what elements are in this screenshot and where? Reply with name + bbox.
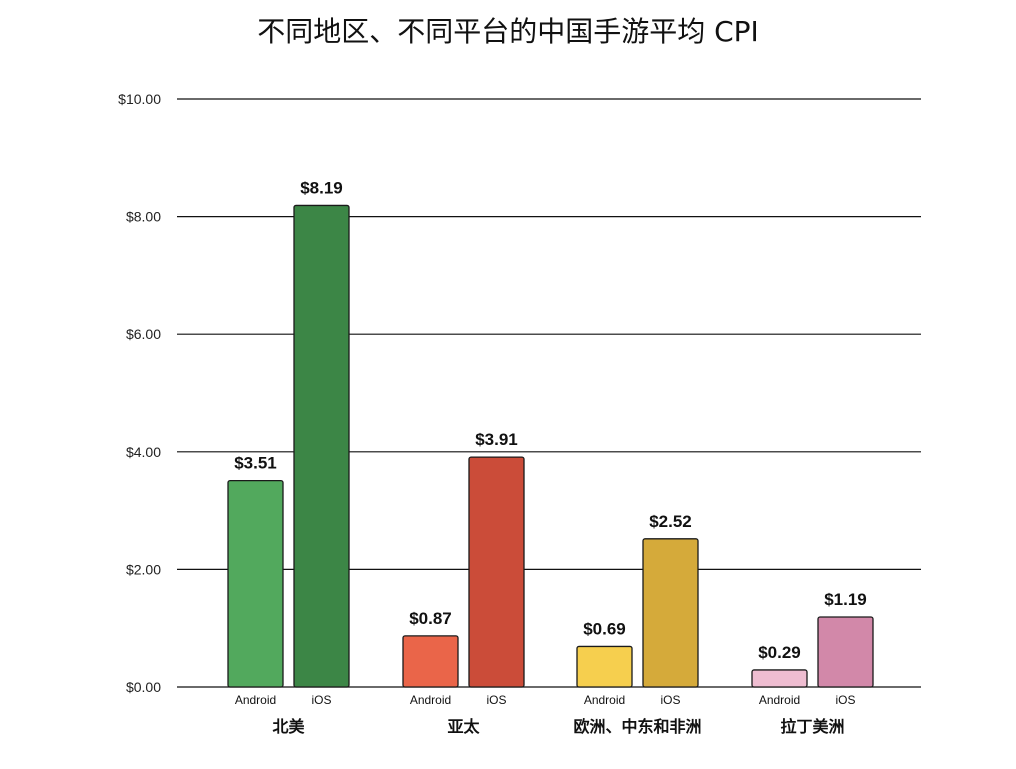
label-layer: $3.51 Android $8.19 iOS 北美 $0.87 Android $3.91 i… [234, 178, 867, 736]
region-label: 欧洲、中东和非洲 [573, 717, 701, 736]
bar [402, 635, 459, 688]
platform-label: Android [235, 693, 276, 707]
bar-value-label: $0.69 [583, 619, 626, 638]
bar-value-label: $1.19 [824, 590, 867, 609]
platform-label: iOS [835, 693, 855, 707]
y-tick-label: $6.00 [126, 326, 161, 342]
bar-value-label: $8.19 [300, 178, 343, 197]
y-tick-label: $4.00 [126, 444, 161, 460]
bar [642, 538, 699, 688]
chart-title: 不同地区、不同平台的中国手游平均 CPI [257, 15, 759, 48]
region-label: 拉丁美洲 [780, 717, 844, 736]
platform-label: iOS [311, 693, 331, 707]
bar-value-label: $0.87 [409, 609, 452, 628]
bar-value-label: $3.51 [234, 454, 277, 473]
platform-label: iOS [660, 693, 680, 707]
bar-value-label: $3.91 [475, 430, 518, 449]
bar [227, 479, 284, 688]
bar-layer [227, 204, 874, 688]
bar [576, 645, 633, 688]
y-tick-label: $10.00 [118, 91, 161, 107]
bar [751, 669, 808, 688]
bar [817, 616, 874, 688]
y-tick-label: $0.00 [126, 679, 161, 695]
bar [468, 456, 525, 688]
y-tick-label: $8.00 [126, 209, 161, 225]
platform-label: Android [759, 693, 800, 707]
bar-value-label: $2.52 [649, 512, 692, 531]
platform-label: Android [584, 693, 625, 707]
platform-label: iOS [486, 693, 506, 707]
y-tick-label: $2.00 [126, 561, 161, 577]
region-label: 亚太 [447, 717, 480, 736]
bar-value-label: $0.29 [758, 643, 801, 662]
bar [293, 204, 350, 688]
region-label: 北美 [272, 717, 305, 736]
platform-label: Android [410, 693, 451, 707]
